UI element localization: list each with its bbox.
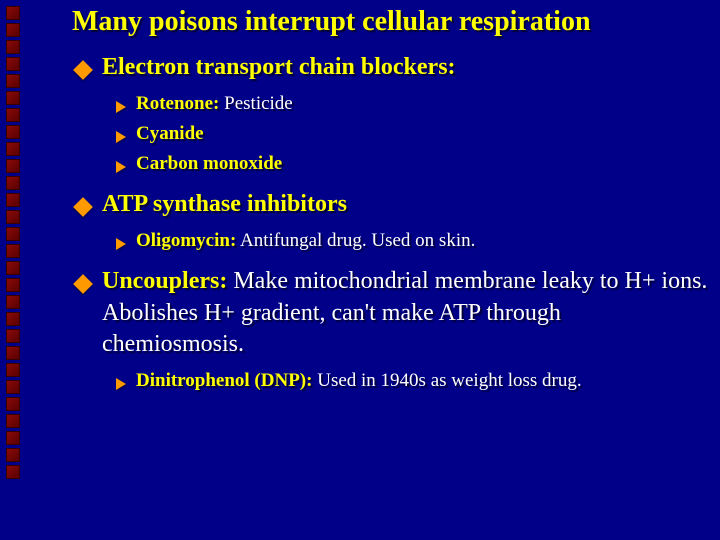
decorative-square [6,414,20,428]
bullet-head: Electron transport chain blockers: [102,54,456,80]
decorative-square [6,278,20,292]
decorative-square [6,397,20,411]
decorative-square [6,295,20,309]
bullet-head: Uncouplers: [102,268,227,294]
decorative-square [6,261,20,275]
sub-body: Antifungal drug. Used on skin. [236,230,475,251]
decorative-square [6,244,20,258]
pointer-icon [116,131,126,143]
decorative-square [6,142,20,156]
decorative-square [6,431,20,445]
decorative-square [6,210,20,224]
sub-body: Pesticide [219,93,292,114]
sub-text: Carbon monoxide [136,153,282,175]
sub-head: Cyanide [136,123,204,144]
decorative-side-squares [6,6,26,534]
decorative-square [6,363,20,377]
sub-text: Dinitrophenol (DNP): Used in 1940s as we… [136,370,582,392]
bullet-text: ATP synthase inhibitors [102,189,347,220]
pointer-icon [116,161,126,173]
sub-text: Rotenone: Pesticide [136,93,293,115]
bullet-level1: Electron transport chain blockers: [76,52,708,83]
slide-content: Many poisons interrupt cellular respirat… [72,6,708,400]
decorative-square [6,57,20,71]
sub-text: Oligomycin: Antifungal drug. Used on ski… [136,230,475,252]
decorative-square [6,159,20,173]
decorative-square [6,176,20,190]
decorative-square [6,108,20,122]
bullet-level2: Rotenone: Pesticide [116,93,708,115]
bullet-level2: Cyanide [116,123,708,145]
decorative-square [6,465,20,479]
diamond-icon [73,274,93,294]
bullet-head: ATP synthase inhibitors [102,191,347,217]
bullet-level2: Dinitrophenol (DNP): Used in 1940s as we… [116,370,708,392]
decorative-square [6,125,20,139]
pointer-icon [116,378,126,390]
bullet-level2: Carbon monoxide [116,153,708,175]
sub-head: Carbon monoxide [136,153,282,174]
diamond-icon [73,197,93,217]
decorative-square [6,23,20,37]
decorative-square [6,346,20,360]
bullet-text: Uncouplers: Make mitochondrial membrane … [102,266,708,360]
sub-text: Cyanide [136,123,204,145]
sub-head: Dinitrophenol (DNP): [136,370,312,391]
decorative-square [6,227,20,241]
pointer-icon [116,238,126,250]
pointer-icon [116,101,126,113]
decorative-square [6,380,20,394]
bullet-level1: ATP synthase inhibitors [76,189,708,220]
slide-title: Many poisons interrupt cellular respirat… [72,6,708,38]
diamond-icon [73,60,93,80]
decorative-square [6,329,20,343]
decorative-square [6,91,20,105]
bullet-text: Electron transport chain blockers: [102,52,456,83]
sub-head: Oligomycin: [136,230,236,251]
decorative-square [6,448,20,462]
decorative-square [6,6,20,20]
decorative-square [6,74,20,88]
decorative-square [6,312,20,326]
bullet-level2: Oligomycin: Antifungal drug. Used on ski… [116,230,708,252]
decorative-square [6,193,20,207]
bullet-level1: Uncouplers: Make mitochondrial membrane … [76,266,708,360]
sub-head: Rotenone: [136,93,219,114]
sub-body: Used in 1940s as weight loss drug. [312,370,581,391]
decorative-square [6,40,20,54]
